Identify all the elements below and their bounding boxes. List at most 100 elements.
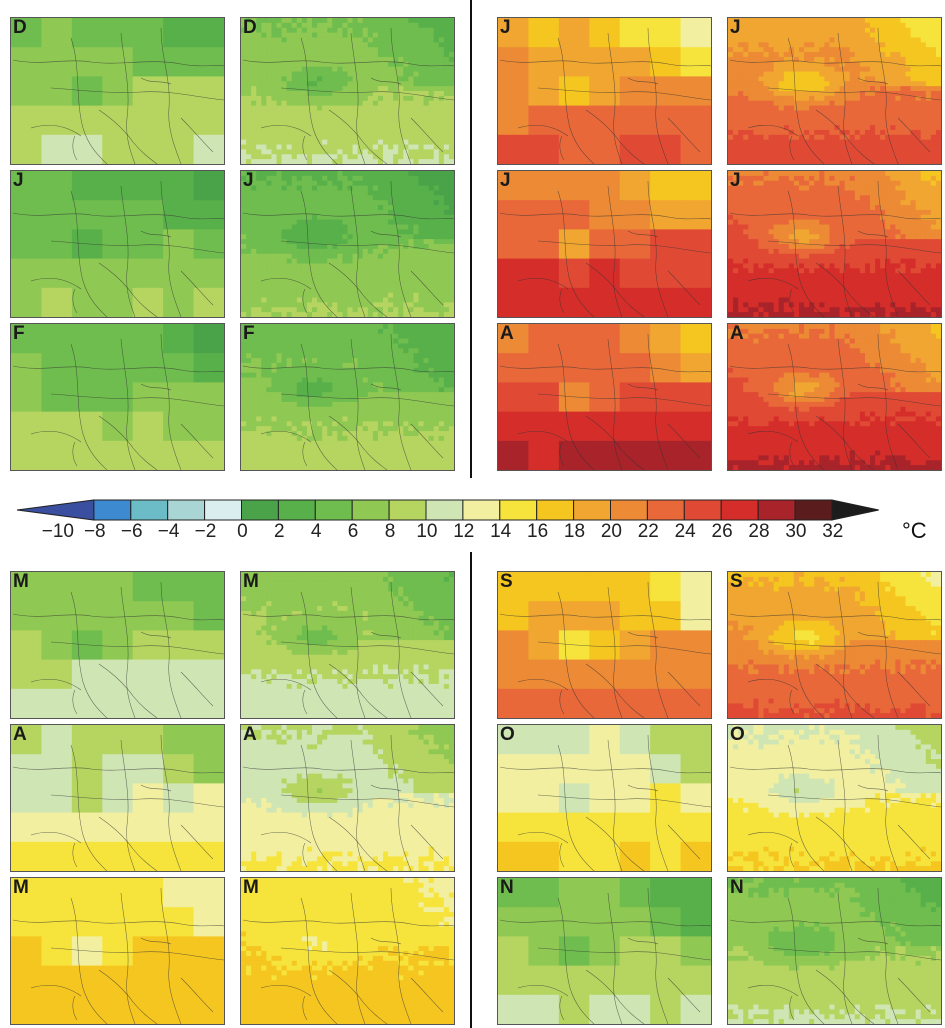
grid-cell (854, 18, 861, 24)
grid-cell (342, 42, 349, 48)
grid-cell (393, 200, 399, 206)
grid-cell (905, 185, 912, 192)
grid-cell (423, 95, 430, 102)
border-line (300, 37, 338, 164)
grid-cell (388, 263, 394, 269)
grid-cell (357, 159, 364, 164)
grid-cell (859, 61, 866, 68)
grid-cell (448, 273, 454, 279)
grid-cell (433, 115, 440, 121)
grid-cell (885, 18, 891, 24)
grid-cell (905, 258, 912, 265)
grid-cell (291, 47, 298, 53)
grid-cell (758, 125, 765, 131)
grid-cell (870, 37, 876, 43)
grid-cell (443, 302, 450, 308)
grid-cell (337, 248, 344, 255)
grid-cell (408, 52, 415, 58)
grid-cell (372, 273, 379, 279)
grid-cell (317, 120, 323, 126)
border-line (747, 124, 799, 137)
grid-cell (383, 139, 389, 146)
grid-cell (337, 185, 344, 192)
grid-cell (748, 81, 754, 87)
grid-cell (428, 175, 435, 182)
grid-cell (783, 185, 790, 192)
grid-cell (915, 185, 922, 192)
grid-cell (834, 139, 841, 146)
grid-cell (367, 219, 374, 226)
grid-cell (301, 253, 308, 260)
grid-cell (413, 229, 420, 235)
grid-cell (738, 171, 744, 177)
grid-cell (372, 248, 379, 255)
grid-cell (418, 273, 425, 279)
grid-cell (423, 302, 430, 308)
grid-cell (844, 52, 851, 58)
grid-cell (438, 115, 445, 121)
grid-cell (448, 263, 454, 269)
grid-cell (905, 268, 912, 274)
grid-cell (246, 61, 252, 68)
grid-cell (286, 278, 293, 284)
grid-cell (915, 52, 922, 58)
grid-cell (347, 287, 354, 294)
grid-cell (799, 100, 805, 107)
grid-cell (935, 120, 941, 126)
grid-cell (276, 81, 283, 87)
grid-cell (920, 278, 927, 284)
grid-cell (337, 52, 344, 58)
grid-cell (377, 312, 384, 317)
grid-cell (819, 248, 825, 255)
grid-cell (306, 86, 313, 92)
grid-cell (337, 278, 344, 284)
grid-cell (306, 171, 313, 177)
grid-cell (834, 47, 841, 53)
grid-cell (875, 224, 881, 230)
grid-cell (890, 159, 896, 164)
grid-cell (859, 190, 866, 196)
grid-cell (372, 195, 379, 201)
grid-cell (773, 42, 780, 48)
grid-cell (413, 253, 420, 260)
grid-cell (758, 185, 765, 192)
grid-cell (246, 154, 252, 160)
grid-cell (849, 71, 856, 77)
grid-cell (256, 149, 262, 155)
grid-cell (935, 263, 941, 269)
grid-cell (337, 42, 344, 48)
grid-cell (286, 159, 293, 164)
grid-cell (814, 56, 820, 63)
grid-cell (337, 159, 344, 164)
grid-cell (824, 86, 831, 92)
grid-cell (814, 171, 820, 177)
grid-cell (890, 18, 896, 24)
grid-cell (251, 105, 257, 112)
grid-cell (849, 86, 856, 92)
grid-cell (758, 52, 765, 58)
grid-cell (890, 180, 896, 187)
grid-cell (819, 86, 825, 92)
grid-cell (241, 244, 247, 250)
grid-cell (322, 61, 328, 68)
grid-cell (738, 37, 744, 43)
grid-cell (880, 268, 886, 274)
grid-cell (256, 282, 262, 289)
grid-cell (880, 86, 886, 92)
grid-cell (296, 190, 303, 196)
grid-cell (301, 110, 308, 116)
grid-cell (528, 258, 560, 289)
grid-cell (748, 32, 754, 39)
grid-cell (388, 312, 394, 317)
grid-cell (276, 190, 283, 196)
grid-cell (428, 110, 435, 116)
grid-cell (428, 105, 435, 112)
grid-cell (276, 224, 283, 230)
grid-cell (859, 229, 866, 235)
grid-cell (799, 154, 805, 160)
grid-cell (809, 205, 815, 211)
grid-cell (102, 105, 134, 136)
grid-cell (849, 268, 856, 274)
grid-cell (738, 159, 744, 164)
grid-cell (814, 224, 820, 230)
